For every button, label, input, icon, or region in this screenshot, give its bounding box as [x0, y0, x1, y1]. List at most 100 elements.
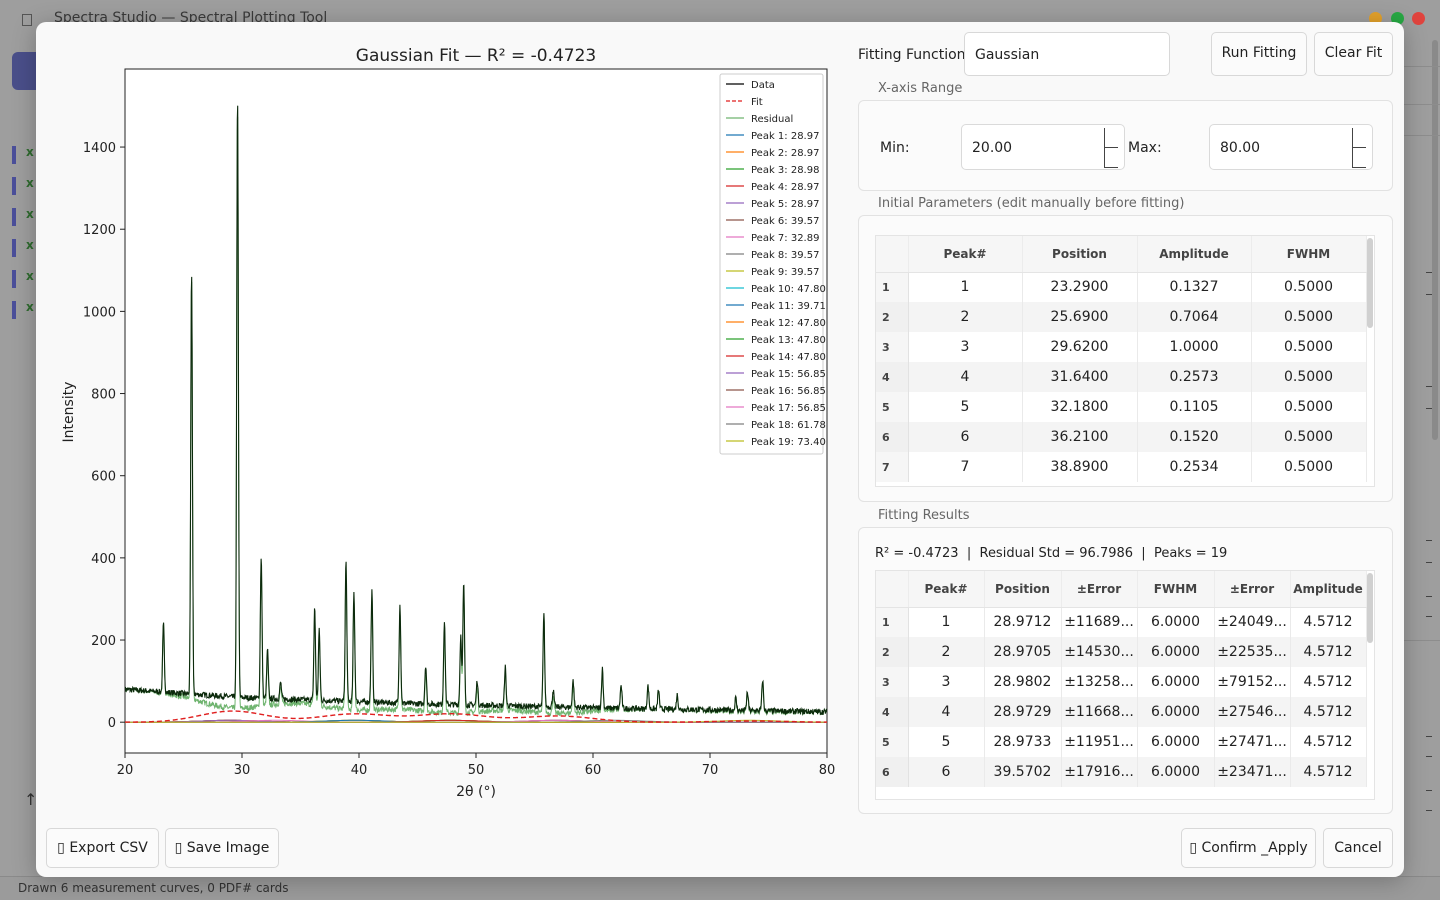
- table-cell[interactable]: 0.5000: [1251, 392, 1367, 422]
- x-max-stepper[interactable]: [1352, 128, 1366, 168]
- row-header[interactable]: 3: [876, 332, 909, 362]
- table-cell[interactable]: ±14530...: [1061, 637, 1138, 667]
- background-curve-item[interactable]: x: [12, 176, 36, 195]
- table-cell[interactable]: 0.7064: [1137, 302, 1252, 332]
- row-header[interactable]: 1: [876, 607, 909, 637]
- column-header[interactable]: Position: [1022, 236, 1138, 273]
- table-cell[interactable]: 28.9705: [984, 637, 1062, 667]
- table-cell[interactable]: 39.5702: [984, 757, 1062, 787]
- initial-params-scrollbar[interactable]: [1367, 238, 1373, 328]
- table-cell[interactable]: 6.0000: [1137, 727, 1215, 757]
- table-cell[interactable]: 0.1327: [1137, 272, 1252, 302]
- table-cell[interactable]: 1.0000: [1137, 332, 1252, 362]
- table-cell[interactable]: 0.5000: [1251, 452, 1367, 482]
- table-cell[interactable]: ±11689...: [1061, 607, 1138, 637]
- table-cell[interactable]: ±11668...: [1061, 697, 1138, 727]
- x-min-stepper[interactable]: [1104, 128, 1118, 168]
- table-cell[interactable]: 4.5712: [1290, 607, 1367, 637]
- table-cell[interactable]: 0.1105: [1137, 392, 1252, 422]
- background-curve-item[interactable]: x: [12, 238, 36, 257]
- table-cell[interactable]: 6.0000: [1137, 667, 1215, 697]
- table-cell[interactable]: 29.6200: [1022, 332, 1138, 362]
- table-cell[interactable]: 2: [908, 302, 1023, 332]
- table-cell[interactable]: 28.9712: [984, 607, 1062, 637]
- column-header[interactable]: Amplitude: [1290, 571, 1367, 608]
- background-curve-item[interactable]: x: [12, 269, 36, 288]
- table-row[interactable]: 4 4 31.6400 0.2573 0.5000: [876, 362, 1367, 392]
- column-header[interactable]: ±Error: [1214, 571, 1291, 608]
- table-cell[interactable]: 3: [908, 332, 1023, 362]
- x-min-spinbox[interactable]: 20.00: [961, 124, 1125, 170]
- row-header[interactable]: 7: [876, 452, 909, 482]
- column-header[interactable]: ±Error: [1061, 571, 1138, 608]
- x-max-spinbox[interactable]: 80.00: [1209, 124, 1373, 170]
- table-cell[interactable]: 0.5000: [1251, 302, 1367, 332]
- table-cell[interactable]: 6: [908, 757, 985, 787]
- table-cell[interactable]: 38.8900: [1022, 452, 1138, 482]
- table-row[interactable]: 4 4 28.9729 ±11668... 6.0000 ±27546... 4.5712: [876, 697, 1367, 727]
- table-row[interactable]: 5 5 28.9733 ±11951... 6.0000 ±27471... 4.5712: [876, 727, 1367, 757]
- table-row[interactable]: 6 6 39.5702 ±17916... 6.0000 ±23471... 4.5712: [876, 757, 1367, 787]
- fitting-function-select[interactable]: Gaussian: [964, 32, 1170, 76]
- table-cell[interactable]: 36.2100: [1022, 422, 1138, 452]
- table-row[interactable]: 5 5 32.1800 0.1105 0.5000: [876, 392, 1367, 422]
- table-cell[interactable]: 4: [908, 697, 985, 727]
- table-cell[interactable]: 0.2534: [1137, 452, 1252, 482]
- maximize-button[interactable]: [1391, 12, 1404, 25]
- table-row[interactable]: 3 3 29.6200 1.0000 0.5000: [876, 332, 1367, 362]
- row-header[interactable]: 6: [876, 422, 909, 452]
- table-cell[interactable]: 6.0000: [1137, 637, 1215, 667]
- background-curve-item[interactable]: x: [12, 300, 36, 319]
- run-fitting-button[interactable]: Run Fitting: [1211, 32, 1307, 76]
- table-cell[interactable]: 0.5000: [1251, 422, 1367, 452]
- column-header[interactable]: Peak#: [908, 571, 985, 608]
- cancel-button[interactable]: Cancel: [1323, 828, 1393, 868]
- table-cell[interactable]: 4.5712: [1290, 757, 1367, 787]
- table-row[interactable]: 6 6 36.2100 0.1520 0.5000: [876, 422, 1367, 452]
- table-cell[interactable]: 28.9733: [984, 727, 1062, 757]
- table-cell[interactable]: 6.0000: [1137, 697, 1215, 727]
- table-cell[interactable]: 4: [908, 362, 1023, 392]
- table-cell[interactable]: 2: [908, 637, 985, 667]
- background-curve-item[interactable]: x: [12, 207, 36, 226]
- table-cell[interactable]: 28.9802: [984, 667, 1062, 697]
- table-cell[interactable]: 23.2900: [1022, 272, 1138, 302]
- table-cell[interactable]: 5: [908, 392, 1023, 422]
- table-cell[interactable]: 7: [908, 452, 1023, 482]
- clear-fit-button[interactable]: Clear Fit: [1314, 32, 1393, 76]
- table-cell[interactable]: 6.0000: [1137, 757, 1215, 787]
- table-cell[interactable]: ±11951...: [1061, 727, 1138, 757]
- minimize-button[interactable]: [1369, 12, 1382, 25]
- save-image-button[interactable]: ▯ Save Image: [165, 828, 279, 868]
- column-header[interactable]: FWHM: [1137, 571, 1215, 608]
- table-cell[interactable]: 4.5712: [1290, 697, 1367, 727]
- table-cell[interactable]: 4.5712: [1290, 637, 1367, 667]
- table-cell[interactable]: ±23471...: [1214, 757, 1291, 787]
- table-cell[interactable]: 28.9729: [984, 697, 1062, 727]
- table-cell[interactable]: 0.1520: [1137, 422, 1252, 452]
- column-header[interactable]: Peak#: [908, 236, 1023, 273]
- column-header[interactable]: Position: [984, 571, 1062, 608]
- column-header[interactable]: Amplitude: [1137, 236, 1252, 273]
- table-cell[interactable]: 6: [908, 422, 1023, 452]
- row-header[interactable]: 4: [876, 697, 909, 727]
- table-cell[interactable]: 3: [908, 667, 985, 697]
- table-cell[interactable]: ±24049...: [1214, 607, 1291, 637]
- table-cell[interactable]: 25.6900: [1022, 302, 1138, 332]
- row-header[interactable]: 4: [876, 362, 909, 392]
- table-cell[interactable]: 0.5000: [1251, 272, 1367, 302]
- export-csv-button[interactable]: ▯ Export CSV: [46, 828, 159, 868]
- confirm-apply-button[interactable]: ▯ Confirm _Apply: [1181, 828, 1316, 868]
- table-cell[interactable]: ±17916...: [1061, 757, 1138, 787]
- table-cell[interactable]: ±27471...: [1214, 727, 1291, 757]
- table-cell[interactable]: 0.5000: [1251, 362, 1367, 392]
- table-cell[interactable]: 5: [908, 727, 985, 757]
- table-cell[interactable]: ±22535...: [1214, 637, 1291, 667]
- row-header[interactable]: 2: [876, 637, 909, 667]
- table-row[interactable]: 2 2 25.6900 0.7064 0.5000: [876, 302, 1367, 332]
- table-cell[interactable]: 1: [908, 607, 985, 637]
- table-row[interactable]: 7 7 38.8900 0.2534 0.5000: [876, 452, 1367, 482]
- results-scrollbar[interactable]: [1367, 573, 1373, 643]
- column-header[interactable]: FWHM: [1251, 236, 1367, 273]
- row-header[interactable]: 5: [876, 727, 909, 757]
